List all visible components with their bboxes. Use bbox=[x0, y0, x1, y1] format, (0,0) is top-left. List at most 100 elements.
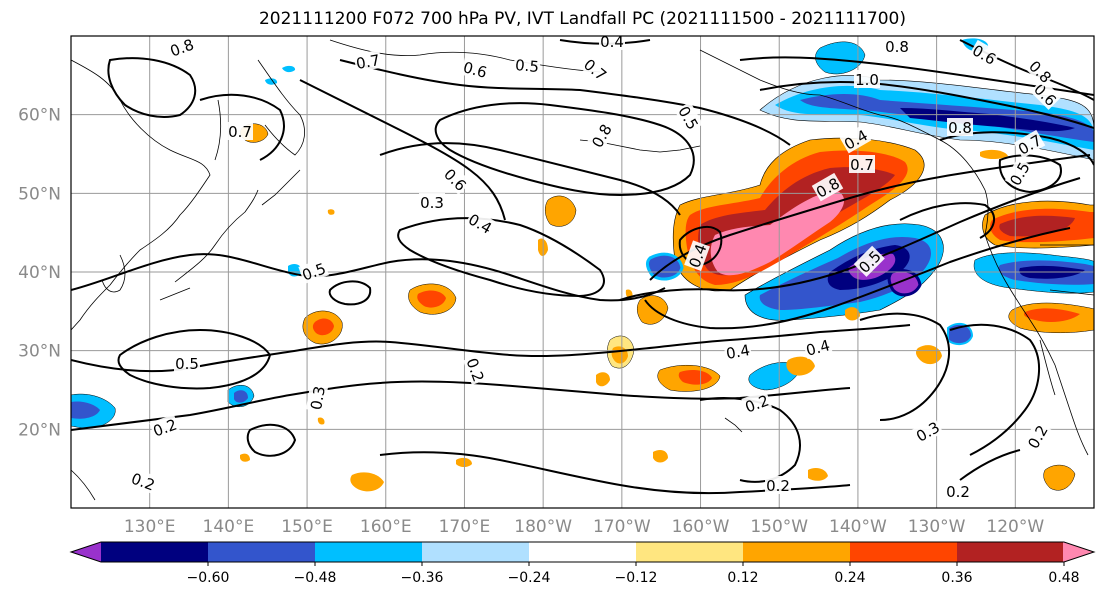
contour-label-text: 0.3 bbox=[307, 385, 329, 412]
contour-line bbox=[71, 253, 666, 302]
lon-label: 170°W bbox=[593, 517, 651, 537]
coast-baja bbox=[1039, 339, 1056, 396]
contour-label-bg bbox=[353, 49, 383, 73]
contour-line bbox=[379, 142, 681, 216]
contour-label-bg bbox=[579, 53, 612, 85]
coast-hawaii bbox=[724, 417, 743, 433]
lon-label: 150°W bbox=[750, 517, 808, 537]
contour-label-bg bbox=[1025, 55, 1057, 87]
contour-line bbox=[397, 217, 605, 298]
shade-pos-red-155e bbox=[312, 318, 334, 336]
contour-label-text: 0.6 bbox=[461, 58, 489, 82]
contour-label: 0.7 bbox=[849, 155, 875, 174]
contour-label-bg bbox=[741, 390, 772, 416]
contour-label-bg bbox=[854, 70, 880, 88]
lon-label: 140°W bbox=[829, 517, 887, 537]
contour-line bbox=[859, 312, 951, 421]
colorbar-segment bbox=[101, 542, 209, 562]
shade-pos-south-150w bbox=[808, 468, 828, 481]
colorbar-segment bbox=[315, 542, 423, 562]
colorbar-tick-label: −0.48 bbox=[294, 570, 337, 586]
shade-pos-orange-165w bbox=[637, 295, 669, 325]
contour-label: 0.4 bbox=[802, 334, 833, 360]
coast-korea bbox=[101, 254, 126, 293]
colorbar-segment bbox=[957, 542, 1065, 562]
contour-label-bg bbox=[853, 245, 885, 277]
contour-label-bg bbox=[440, 163, 472, 195]
shade-pos-south-165w bbox=[653, 450, 668, 463]
latitude-labels: 60°N 50°N 40°N 30°N 20°N bbox=[18, 106, 61, 441]
shade-neg-north-small bbox=[815, 41, 866, 75]
contour-line bbox=[434, 102, 695, 197]
shade-pos-south-160e bbox=[350, 472, 384, 492]
contour-label-bg bbox=[674, 101, 704, 134]
contour-label-text: 0.5 bbox=[514, 56, 539, 76]
lat-label: 60°N bbox=[18, 106, 61, 126]
contour-line bbox=[619, 177, 1081, 301]
contour-label-bg bbox=[945, 482, 971, 500]
colorbar-tick-label: 0.24 bbox=[834, 570, 865, 586]
lon-label: 170°E bbox=[439, 517, 491, 537]
contour-line bbox=[117, 328, 272, 390]
contour-line bbox=[199, 93, 285, 161]
shade-pos-150w-south bbox=[786, 356, 815, 376]
contour-label-bg bbox=[811, 172, 844, 202]
colorbar-segment bbox=[850, 542, 958, 562]
contour-line bbox=[328, 280, 372, 306]
lat-label: 30°N bbox=[18, 342, 61, 362]
contour-label-bg bbox=[149, 414, 180, 440]
contour-label-text: 0.2 bbox=[766, 477, 790, 495]
contour-label-text: 0.2 bbox=[946, 483, 970, 501]
contour-label-bg bbox=[460, 56, 491, 82]
contour-label-text: 0.3 bbox=[420, 194, 444, 212]
coast-japan bbox=[174, 189, 259, 283]
contour-label: 1.0 bbox=[854, 70, 880, 89]
contour-label: 0.5 bbox=[298, 258, 329, 285]
colorbar: −0.60 −0.48 −0.36 −0.24 −0.12 0.12 0.24 0.36 0.4… bbox=[69, 541, 1096, 586]
lat-label: 20°N bbox=[18, 420, 61, 440]
contour-label-bg bbox=[684, 240, 710, 271]
shade-pos-red-165e bbox=[417, 290, 446, 308]
contour-label: 0.2 bbox=[128, 468, 159, 495]
colorbar-tick-label: −0.60 bbox=[187, 570, 230, 586]
contour-label-bg bbox=[1004, 157, 1034, 190]
contour-line bbox=[949, 323, 1041, 456]
lon-label: 160°W bbox=[672, 517, 730, 537]
shade-neg-150w-south bbox=[748, 362, 801, 391]
colorbar-tick-label: −0.36 bbox=[401, 570, 444, 586]
contour-line bbox=[339, 59, 791, 146]
contour-label-bg bbox=[1030, 78, 1062, 110]
lon-label: 150°E bbox=[281, 517, 333, 537]
lon-label: 160°E bbox=[360, 517, 412, 537]
colorbar-tick-label: 0.12 bbox=[727, 570, 758, 586]
contour-label-bg bbox=[227, 122, 253, 140]
contour-label: 0.4 bbox=[723, 339, 753, 363]
contour-line bbox=[899, 202, 995, 239]
contour-line bbox=[759, 81, 1094, 129]
coast-alaska bbox=[699, 49, 989, 236]
lat-label: 40°N bbox=[18, 263, 61, 283]
contour-label-bg bbox=[884, 37, 910, 55]
coast-sakhalin bbox=[214, 99, 222, 161]
contour-label-bg bbox=[128, 468, 159, 494]
colorbar-extend-low bbox=[71, 542, 102, 562]
contour-label: 0.2 bbox=[149, 414, 180, 441]
shade-neg-west-20n-blue bbox=[71, 401, 100, 419]
contour-line bbox=[246, 423, 297, 457]
contour-label-bg bbox=[1013, 129, 1046, 159]
contour-label: 0.7 bbox=[353, 49, 383, 73]
coast-japan2 bbox=[159, 287, 191, 301]
contour-label: 0.8 bbox=[947, 118, 973, 137]
shade-pos-140w-south bbox=[845, 307, 860, 321]
contour-label: 0.2 bbox=[945, 482, 971, 501]
shade-pos-130w-south bbox=[915, 345, 942, 365]
shade-pos-small-158e bbox=[317, 417, 325, 425]
contour-label-text: 0.4 bbox=[804, 336, 832, 360]
shade-pos-small-60n-east bbox=[980, 149, 1008, 159]
contour-label-bg bbox=[849, 155, 875, 173]
contour-label-text: 1.0 bbox=[855, 71, 879, 89]
figure-title: 2021111200 F072 700 hPa PV, IVT Landfall… bbox=[258, 9, 906, 29]
contour-label-bg bbox=[464, 208, 497, 238]
contour-label: 0.3 bbox=[419, 193, 445, 212]
